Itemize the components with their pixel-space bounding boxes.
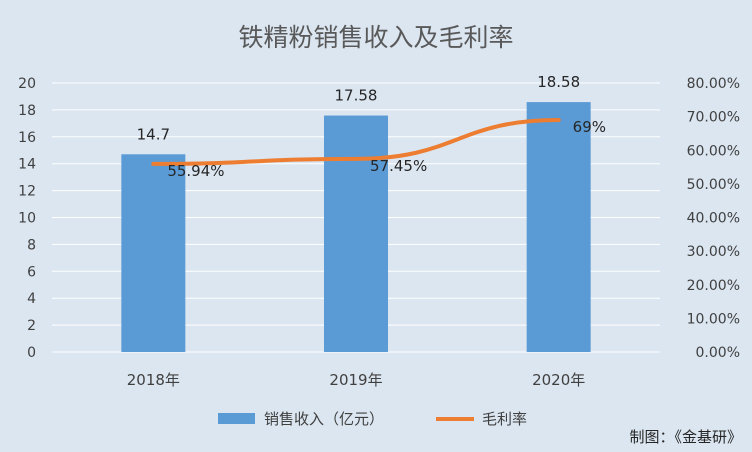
- left-axis-tick-label: 0: [27, 345, 36, 361]
- legend-label-line: 毛利率: [482, 410, 527, 428]
- category-label: 2018年: [127, 371, 180, 389]
- left-axis-tick-label: 16: [18, 130, 36, 146]
- right-axis-tick-label: 50.00%: [687, 177, 740, 193]
- left-axis-ticks: 0 2 4 6 8 10 12 14 16 18 20: [18, 76, 36, 361]
- right-axis-tick-label: 60.00%: [687, 143, 740, 159]
- right-axis-tick-label: 40.00%: [687, 211, 740, 227]
- source-note: 制图：《金基研》: [629, 428, 742, 446]
- line-data-label: 57.45%: [370, 157, 427, 175]
- category-label: 2020年: [532, 371, 585, 389]
- left-axis-tick-label: 6: [27, 264, 36, 280]
- category-labels: 2018年 2019年 2020年: [127, 371, 586, 389]
- bar: [121, 154, 186, 352]
- category-label: 2019年: [329, 371, 382, 389]
- right-axis-tick-label: 30.00%: [687, 244, 740, 260]
- right-axis-tick-label: 0.00%: [696, 345, 740, 361]
- left-axis-tick-label: 10: [18, 211, 36, 227]
- left-axis-tick-label: 12: [18, 184, 36, 200]
- right-axis-tick-label: 20.00%: [687, 278, 740, 294]
- bar-series: [121, 102, 591, 352]
- data-labels: 14.7 17.58 18.58 55.94% 57.45% 69%: [137, 73, 606, 180]
- legend: 销售收入（亿元） 毛利率: [218, 410, 527, 428]
- chart-title: 铁精粉销售收入及毛利率: [238, 23, 513, 52]
- line-series: [151, 117, 561, 166]
- legend-swatch-bar: [218, 413, 255, 424]
- bar: [526, 102, 591, 352]
- bar-data-label: 14.7: [137, 125, 170, 143]
- left-axis-tick-label: 4: [27, 291, 36, 307]
- line-data-label: 69%: [573, 118, 606, 136]
- legend-label-bar: 销售收入（亿元）: [264, 410, 384, 428]
- line-series-path: [151, 117, 561, 166]
- right-axis-tick-label: 70.00%: [687, 110, 740, 126]
- right-axis-ticks: 0.00% 10.00% 20.00% 30.00% 40.00% 50.00% 60.00…: [687, 76, 740, 361]
- right-axis-tick-label: 80.00%: [687, 76, 740, 92]
- left-axis-tick-label: 2: [27, 318, 36, 334]
- left-axis-tick-label: 20: [18, 76, 36, 92]
- bar: [324, 115, 388, 352]
- bar-data-label: 18.58: [537, 73, 580, 91]
- left-axis-tick-label: 18: [18, 103, 36, 119]
- right-axis-tick-label: 10.00%: [687, 311, 740, 327]
- left-axis-tick-label: 14: [18, 157, 36, 173]
- bar-data-label: 17.58: [335, 87, 378, 105]
- left-axis-tick-label: 8: [27, 237, 36, 253]
- line-data-label: 55.94%: [167, 162, 224, 180]
